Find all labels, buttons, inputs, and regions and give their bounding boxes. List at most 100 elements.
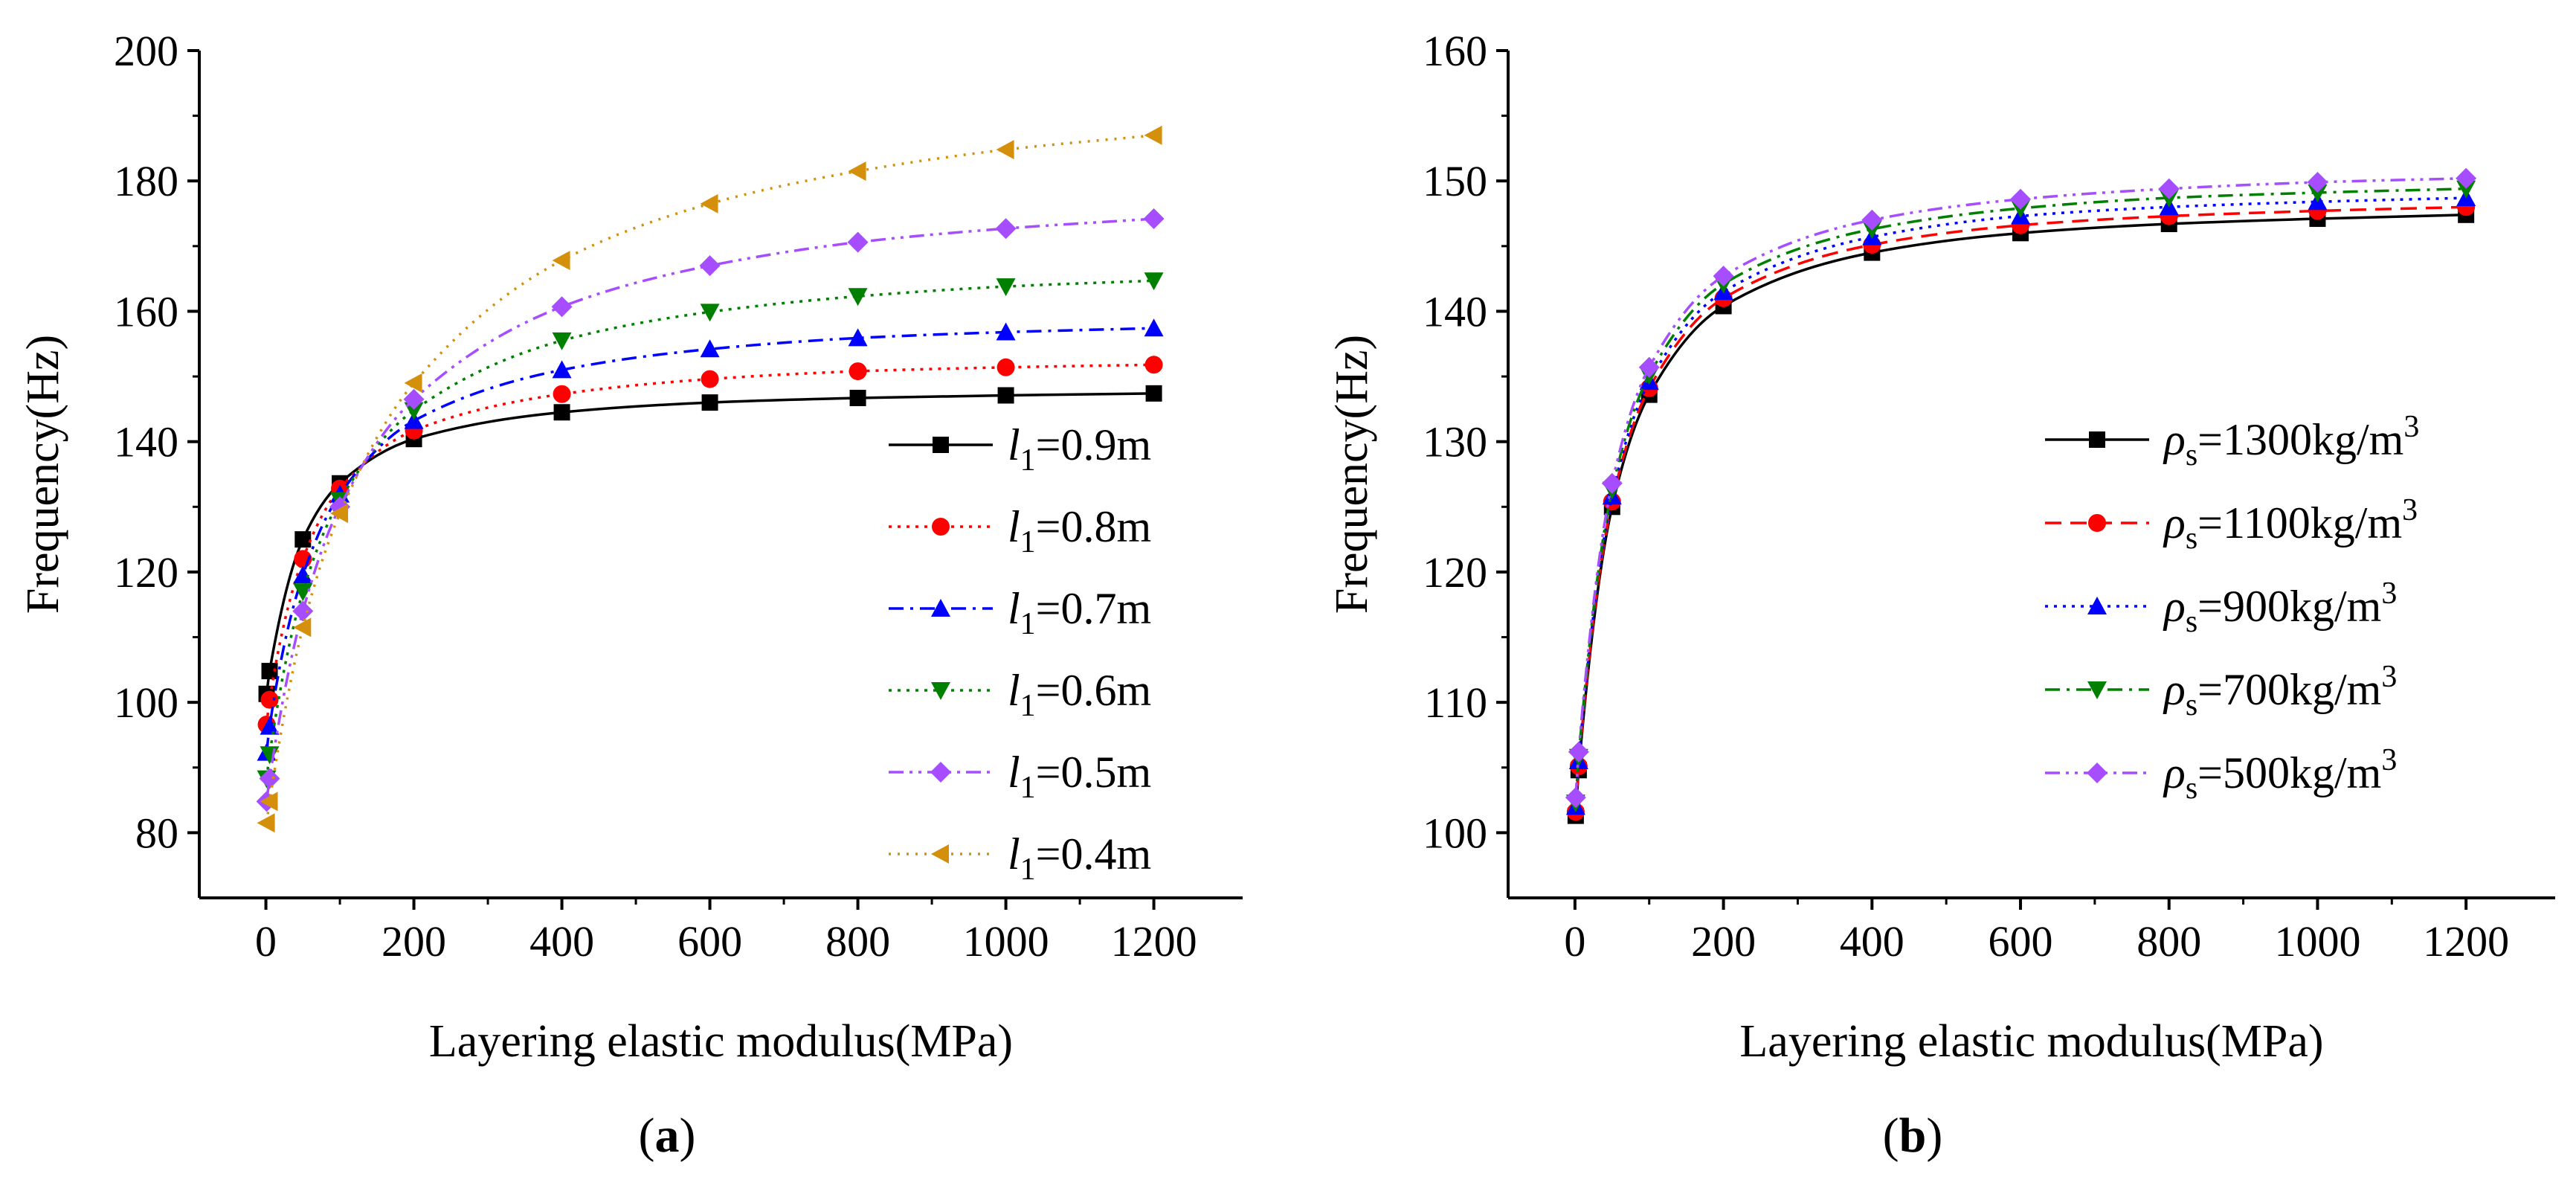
- data-point: [1568, 741, 1589, 762]
- legend-var: l: [1008, 666, 1020, 715]
- legend: l1=0.9ml1=0.8ml1=0.7ml1=0.6ml1=0.5ml1=0.…: [889, 420, 1151, 887]
- data-point: [699, 255, 721, 277]
- series-line: [1574, 213, 2467, 816]
- data-point: [996, 322, 1016, 341]
- legend-sup: 3: [2381, 577, 2397, 611]
- legend-value: =1300kg/m: [2197, 415, 2403, 464]
- legend-marker: [931, 682, 950, 700]
- legend-sup: 3: [2402, 493, 2418, 527]
- data-point: [2010, 188, 2032, 210]
- y-tick-label: 140: [114, 418, 178, 466]
- legend-value: =1100kg/m: [2197, 498, 2402, 548]
- x-tick-label: 800: [825, 917, 890, 966]
- legend-label: ρs=1300kg/m3: [2163, 410, 2419, 472]
- legend-label: l1=0.6m: [1008, 666, 1151, 723]
- legend-marker: [2087, 762, 2108, 783]
- data-point: [1144, 318, 1164, 337]
- data-point: [2308, 184, 2328, 203]
- y-tick-label: 80: [135, 809, 178, 857]
- y-tick-label: 120: [1423, 548, 1487, 597]
- legend-sub: 1: [1020, 853, 1036, 887]
- data-point: [996, 140, 1014, 160]
- data-point: [552, 360, 572, 379]
- data-point: [1601, 472, 1623, 494]
- y-tick-label: 100: [1423, 809, 1487, 857]
- data-point: [848, 288, 868, 306]
- legend-label: l1=0.5m: [1008, 748, 1151, 805]
- data-point: [848, 328, 868, 347]
- y-tick-label: 100: [114, 678, 178, 727]
- legend-var: l: [1008, 748, 1020, 797]
- x-tick-label: 600: [1989, 917, 2053, 966]
- data-point: [849, 389, 866, 406]
- legend-label: l1=0.9m: [1008, 420, 1151, 478]
- data-point: [553, 404, 570, 421]
- x-tick-label: 1200: [2423, 917, 2509, 966]
- legend-marker: [2087, 681, 2107, 699]
- chart-panel-b: 100 110 120 130 140 150 160 0 200 400 600 800 1000 12…: [1327, 27, 2555, 1163]
- data-point: [847, 231, 869, 253]
- y-tick-label: 110: [1424, 678, 1487, 727]
- legend-label: ρs=500kg/m3: [2163, 743, 2397, 806]
- data-point: [700, 193, 718, 213]
- legend-sub: 1: [1020, 689, 1036, 723]
- legend-var: l: [1008, 502, 1020, 551]
- data-point: [1143, 208, 1165, 230]
- data-point: [2456, 167, 2477, 189]
- data-point: [261, 663, 278, 680]
- data-point: [294, 531, 312, 548]
- legend-var: l: [1008, 584, 1020, 633]
- legend-sub: s: [2186, 521, 2197, 556]
- data-point: [257, 813, 275, 833]
- series-5: [257, 125, 1162, 833]
- x-tick-label: 600: [677, 917, 742, 966]
- series-line: [265, 134, 1154, 823]
- data-point: [260, 792, 278, 812]
- x-axis-title: Layering elastic modulus(MPa): [429, 1016, 1013, 1067]
- data-point: [848, 161, 866, 182]
- legend-sub: 1: [1020, 443, 1036, 478]
- caption-paren-close: ): [680, 1108, 696, 1163]
- data-point: [996, 278, 1016, 297]
- data-point: [2307, 171, 2328, 193]
- legend-var: l: [1008, 829, 1020, 879]
- y-axis-title: Frequency(Hz): [1327, 335, 1377, 614]
- data-point: [700, 304, 720, 322]
- x-tick-label: 1000: [2274, 917, 2360, 966]
- legend-value: =0.8m: [1036, 502, 1152, 551]
- y-tick-label: 160: [1423, 27, 1487, 75]
- legend-marker: [932, 518, 950, 536]
- data-point: [996, 358, 1015, 376]
- data-point: [849, 362, 867, 381]
- legend-label: ρs=700kg/m3: [2163, 660, 2397, 722]
- legend-sub: s: [2186, 688, 2197, 722]
- x-tick-label: 400: [529, 917, 594, 966]
- x-tick-label: 0: [1564, 917, 1585, 966]
- legend-sub: s: [2186, 605, 2197, 639]
- legend-label: ρs=900kg/m3: [2163, 577, 2397, 639]
- series-line: [1574, 196, 2467, 807]
- panel-caption: (b): [1883, 1108, 1943, 1163]
- data-point: [553, 385, 571, 403]
- legend-value: =0.6m: [1036, 666, 1152, 715]
- caption-paren-open: (: [1883, 1108, 1899, 1163]
- series-4: [256, 208, 1165, 812]
- series-line: [265, 363, 1154, 725]
- data-point: [260, 716, 280, 735]
- legend-label: ρs=1100kg/m3: [2163, 493, 2418, 556]
- legend-value: =500kg/m: [2197, 748, 2381, 797]
- data-point: [260, 690, 279, 709]
- legend-var: ρ: [2163, 748, 2186, 797]
- data-point: [552, 332, 572, 350]
- data-point: [2158, 178, 2180, 199]
- legend-value: =0.7m: [1036, 584, 1152, 633]
- legend-var: ρ: [2163, 582, 2186, 631]
- x-tick-label: 400: [1840, 917, 1904, 966]
- y-tick-label: 140: [1423, 287, 1487, 335]
- legend-value: =0.5m: [1036, 748, 1152, 797]
- data-point: [1144, 356, 1163, 374]
- series-3: [1565, 180, 2476, 813]
- data-point: [1144, 272, 1164, 291]
- x-tick-label: 1000: [963, 917, 1049, 966]
